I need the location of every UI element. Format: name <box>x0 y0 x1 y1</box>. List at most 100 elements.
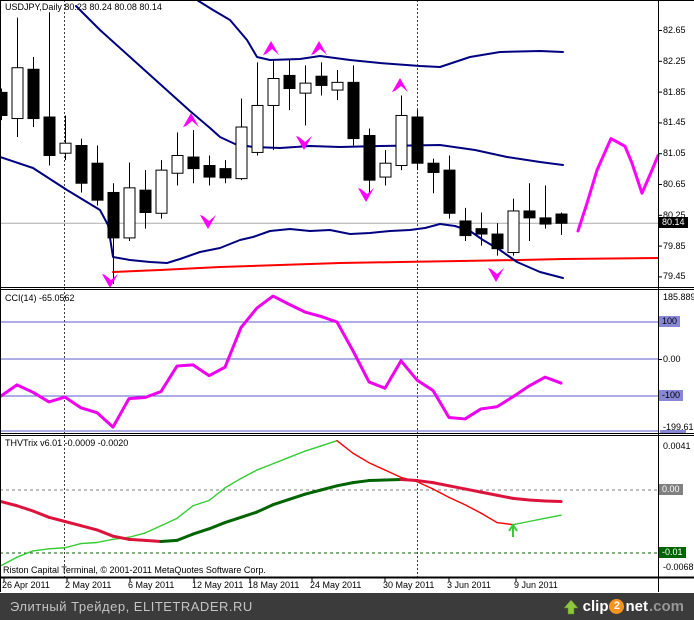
thv-thick-line <box>383 478 403 482</box>
thv-buy-arrow-icon <box>508 523 518 532</box>
price-axis-label: 82.65 <box>663 25 686 35</box>
cci-max-label: 185.889 <box>663 292 694 302</box>
price-axis-label: 79.45 <box>663 271 686 282</box>
thv-zero-badge: 0.00 <box>659 484 683 495</box>
candle-body <box>507 210 520 254</box>
candle-body <box>539 217 552 225</box>
thv-thick-line <box>47 515 67 523</box>
thv-thick-line <box>223 515 243 525</box>
date-axis-label: 12 May 2011 <box>192 580 244 590</box>
candle-body <box>363 134 376 181</box>
cci-level-badge: -100 <box>659 390 684 401</box>
thv-thin-line <box>144 525 162 534</box>
date-axis-label: 18 May 2011 <box>248 580 300 590</box>
thv-thick-line <box>511 496 531 502</box>
thv-thin-line <box>80 541 98 545</box>
thv-thick-line <box>0 500 19 508</box>
magenta-projection-line <box>576 137 660 233</box>
footer-bar: Элитный Трейдер, ELITETRADER.RU clip 2 n… <box>0 593 694 620</box>
candle-body <box>523 210 536 219</box>
candle-body <box>43 116 56 157</box>
chart-canvas[interactable] <box>0 0 694 593</box>
thv-thin-line <box>128 532 146 538</box>
thv-thin-line <box>320 439 338 447</box>
candle-body <box>347 81 360 140</box>
thv-thin-line <box>288 450 306 459</box>
thv-thick-line <box>175 532 195 542</box>
thv-thick-line <box>479 490 499 497</box>
date-axis-label: 24 May 2011 <box>310 580 362 590</box>
sell-arrow-icon <box>358 188 374 202</box>
buy-arrow-icon <box>392 78 408 92</box>
thv-thick-line <box>63 520 83 528</box>
candle-body <box>155 169 168 214</box>
thv-thick-line <box>15 504 35 513</box>
elitetrader-link[interactable]: Элитный Трейдер, ELITETRADER.RU <box>10 599 253 614</box>
candle-body <box>459 220 472 237</box>
thv-thin-line <box>336 439 354 454</box>
price-axis-label: 80.25 <box>663 209 686 220</box>
thv-thin-line <box>224 477 242 489</box>
logo-2-badge: 2 <box>609 599 625 614</box>
thv-thin-line <box>528 517 546 523</box>
candle-body <box>187 156 200 170</box>
thv-thick-line <box>431 481 451 488</box>
thv-thin-line <box>64 542 82 549</box>
date-axis-label: 6 May 2011 <box>128 580 175 590</box>
candle-body <box>443 169 456 214</box>
thv-thick-line <box>543 499 563 504</box>
thv-min-label: -0.0068 <box>663 562 694 572</box>
logo-net: net <box>625 598 648 615</box>
candle-body <box>331 81 344 91</box>
thv-thick-line <box>31 509 51 519</box>
thv-thin-line <box>480 512 498 524</box>
cci-line <box>0 294 563 429</box>
cci-level-label: 0.00 <box>663 354 681 364</box>
thv-thick-line <box>495 493 515 500</box>
thv-thick-line <box>287 492 307 501</box>
thv-thin-line <box>416 480 434 490</box>
thv-thin-line <box>256 463 274 471</box>
thv-thin-line <box>160 517 178 527</box>
thv-thin-line <box>0 556 18 567</box>
chart-title: USDJPY,Daily 80.23 80.24 80.08 80.14 <box>5 2 162 12</box>
candle-body <box>91 162 104 201</box>
candle-body <box>219 168 232 179</box>
candle-body <box>251 104 264 153</box>
candle-body <box>411 116 424 164</box>
thv-max-label: 0.0041 <box>663 441 691 451</box>
logo-clip: clip <box>582 598 609 615</box>
candle-body <box>123 187 136 239</box>
cci-level-badge: 100 <box>659 316 681 327</box>
date-axis-label: 26 Apr 2011 <box>2 580 50 590</box>
thv-thick-line <box>351 479 371 485</box>
buy-arrow-icon <box>311 41 327 55</box>
thv-thick-line <box>255 503 275 514</box>
cci-title: CCI(14) -65.0562 <box>5 293 75 303</box>
price-axis-label: 81.85 <box>663 86 686 97</box>
thv-thick-line <box>415 479 435 485</box>
thv-thick-line <box>207 521 227 531</box>
price-axis-label: 81.45 <box>663 117 686 128</box>
clip2net-arrow-icon <box>563 599 579 614</box>
thv-thin-line <box>496 521 514 526</box>
thv-thick-line <box>335 481 355 488</box>
current-price-badge: 80.14 <box>659 217 688 229</box>
thv-thick-line <box>447 484 467 491</box>
thv-thin-line <box>512 520 530 526</box>
thv-thick-line <box>527 498 547 503</box>
thv-thin-line <box>16 550 34 558</box>
clip2net-logo[interactable]: clip 2 net .com <box>562 598 684 615</box>
candle-body <box>267 78 280 106</box>
candle-body <box>171 155 184 174</box>
thv-thin-line <box>432 488 450 499</box>
thv-thick-line <box>463 487 483 494</box>
candle-body <box>299 82 312 94</box>
thv-thin-line <box>240 469 258 480</box>
thv-title: THVTrix v6.01 -0.0009 -0.0020 <box>5 438 129 448</box>
candle-body <box>11 67 24 120</box>
thv-thin-line <box>176 505 194 520</box>
bollinger-upper-band <box>196 0 564 68</box>
price-axis-label: 80.65 <box>663 179 686 189</box>
